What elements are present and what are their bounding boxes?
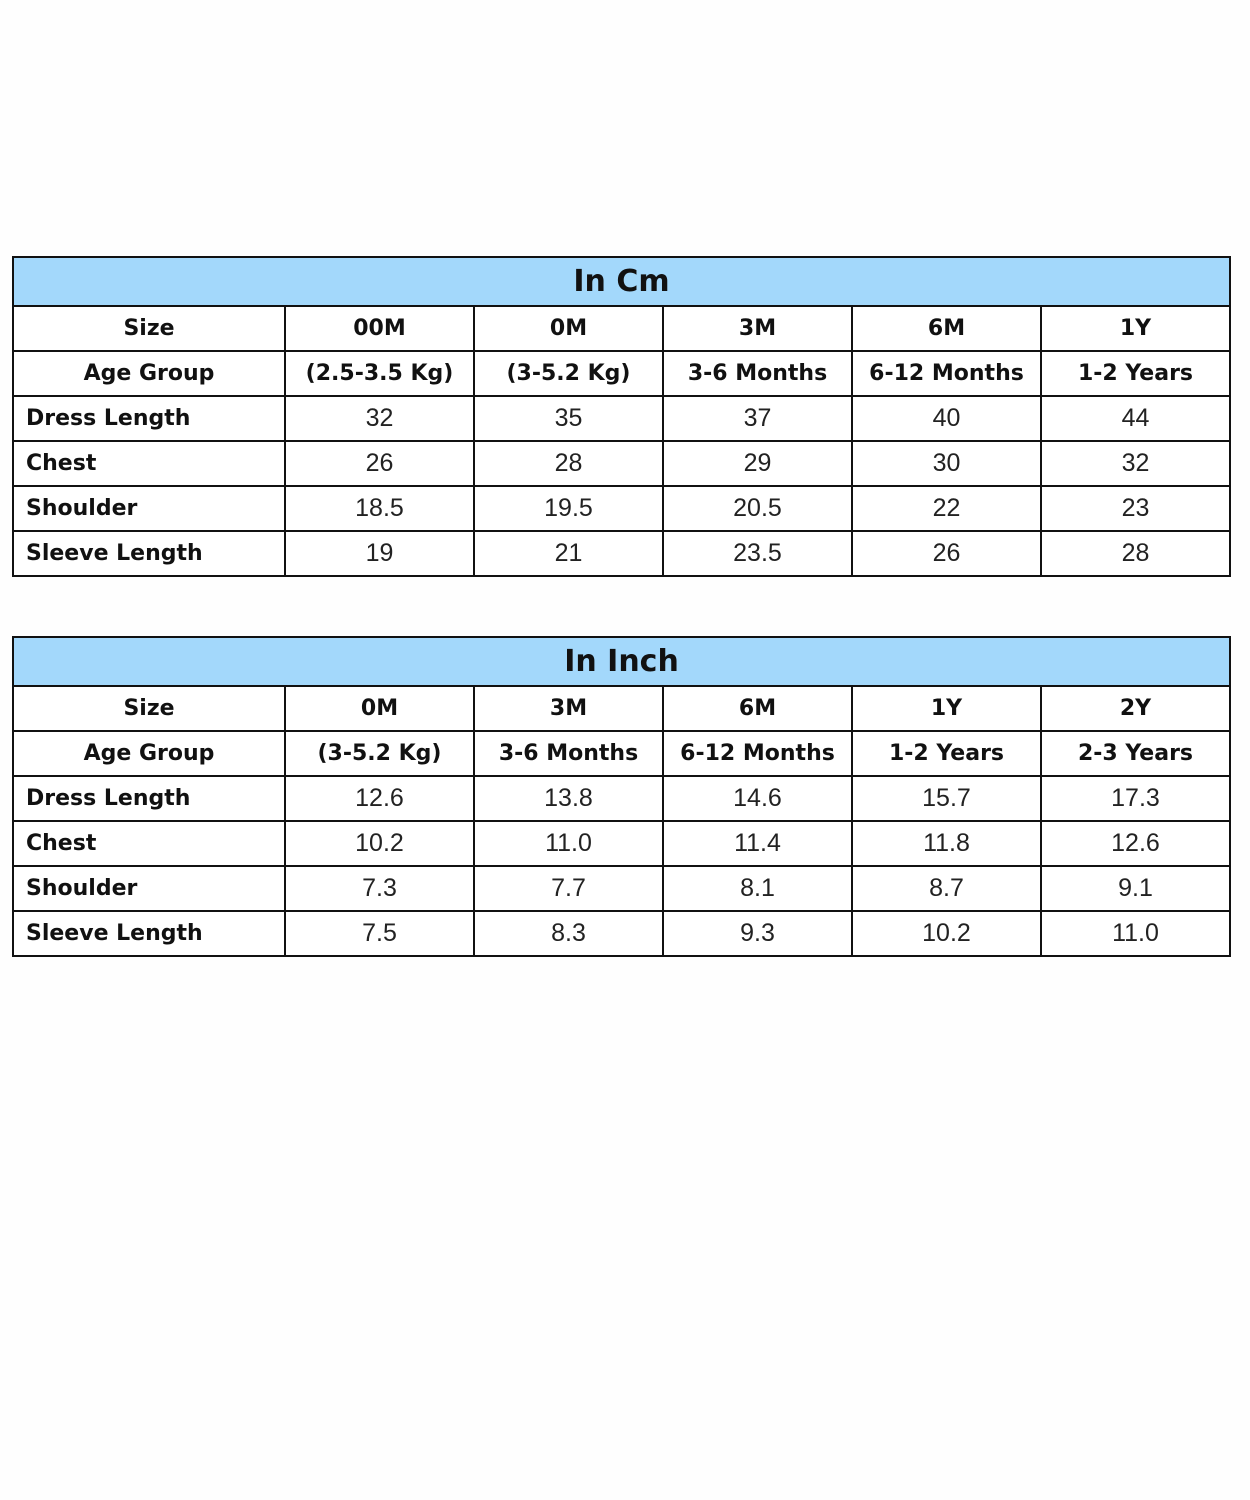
table-row: Dress Length 32 35 37 40 44 (12, 395, 1231, 442)
table-row: Shoulder 7.3 7.7 8.1 8.7 9.1 (12, 865, 1231, 912)
measurement-value: 28 (1040, 530, 1231, 577)
size-label: Size (12, 685, 286, 732)
age-group-label: Age Group (12, 730, 286, 777)
measurement-value: 9.1 (1040, 865, 1231, 912)
measurement-label: Shoulder (12, 485, 286, 532)
table-title: In Cm (12, 256, 1231, 307)
measurement-value: 40 (851, 395, 1042, 442)
size-row: Size 00M 0M 3M 6M 1Y (12, 305, 1231, 352)
size-header: 1Y (851, 685, 1042, 732)
measurement-value: 14.6 (662, 775, 853, 822)
measurement-value: 10.2 (284, 820, 475, 867)
measurement-value: 8.1 (662, 865, 853, 912)
measurement-value: 23 (1040, 485, 1231, 532)
measurement-label: Chest (12, 820, 286, 867)
measurement-value: 32 (284, 395, 475, 442)
measurement-value: 11.8 (851, 820, 1042, 867)
measurement-value: 21 (473, 530, 664, 577)
measurement-value: 28 (473, 440, 664, 487)
age-group-row: Age Group (2.5-3.5 Kg) (3-5.2 Kg) 3-6 Month… (12, 350, 1231, 397)
measurement-value: 13.8 (473, 775, 664, 822)
age-group-cell: 6-12 Months (851, 350, 1042, 397)
table-row: Sleeve Length 7.5 8.3 9.3 10.2 11.0 (12, 910, 1231, 957)
table-row: Dress Length 12.6 13.8 14.6 15.7 17.3 (12, 775, 1231, 822)
size-label: Size (12, 305, 286, 352)
measurement-label: Dress Length (12, 395, 286, 442)
measurement-value: 11.0 (473, 820, 664, 867)
size-row: Size 0M 3M 6M 1Y 2Y (12, 685, 1231, 732)
measurement-label: Shoulder (12, 865, 286, 912)
table-row: Chest 10.2 11.0 11.4 11.8 12.6 (12, 820, 1231, 867)
size-table-cm: In Cm Size 00M 0M 3M 6M 1Y Age Group (2.5-3.5 Kg… (12, 256, 1231, 577)
size-header: 3M (473, 685, 664, 732)
measurement-value: 11.4 (662, 820, 853, 867)
size-header: 00M (284, 305, 475, 352)
measurement-value: 30 (851, 440, 1042, 487)
measurement-value: 37 (662, 395, 853, 442)
measurement-value: 12.6 (1040, 820, 1231, 867)
table-row: Chest 26 28 29 30 32 (12, 440, 1231, 487)
measurement-value: 15.7 (851, 775, 1042, 822)
age-group-cell: (2.5-3.5 Kg) (284, 350, 475, 397)
size-header: 6M (662, 685, 853, 732)
measurement-value: 17.3 (1040, 775, 1231, 822)
measurement-value: 7.3 (284, 865, 475, 912)
measurement-value: 26 (284, 440, 475, 487)
measurement-label: Chest (12, 440, 286, 487)
measurement-value: 8.3 (473, 910, 664, 957)
measurement-value: 22 (851, 485, 1042, 532)
measurement-value: 8.7 (851, 865, 1042, 912)
size-header: 6M (851, 305, 1042, 352)
age-group-cell: 2-3 Years (1040, 730, 1231, 777)
measurement-value: 7.7 (473, 865, 664, 912)
age-group-cell: (3-5.2 Kg) (473, 350, 664, 397)
measurement-value: 19.5 (473, 485, 664, 532)
age-group-row: Age Group (3-5.2 Kg) 3-6 Months 6-12 Months… (12, 730, 1231, 777)
measurement-value: 44 (1040, 395, 1231, 442)
measurement-value: 29 (662, 440, 853, 487)
measurement-value: 7.5 (284, 910, 475, 957)
measurement-label: Sleeve Length (12, 910, 286, 957)
age-group-cell: 3-6 Months (473, 730, 664, 777)
measurement-label: Dress Length (12, 775, 286, 822)
measurement-value: 26 (851, 530, 1042, 577)
measurement-value: 23.5 (662, 530, 853, 577)
age-group-cell: 3-6 Months (662, 350, 853, 397)
measurement-value: 35 (473, 395, 664, 442)
age-group-cell: 6-12 Months (662, 730, 853, 777)
measurement-value: 12.6 (284, 775, 475, 822)
size-header: 1Y (1040, 305, 1231, 352)
measurement-value: 11.0 (1040, 910, 1231, 957)
size-header: 2Y (1040, 685, 1231, 732)
measurement-label: Sleeve Length (12, 530, 286, 577)
measurement-value: 32 (1040, 440, 1231, 487)
measurement-value: 19 (284, 530, 475, 577)
measurement-value: 18.5 (284, 485, 475, 532)
size-header: 0M (473, 305, 664, 352)
table-row: Sleeve Length 19 21 23.5 26 28 (12, 530, 1231, 577)
age-group-cell: 1-2 Years (851, 730, 1042, 777)
measurement-value: 10.2 (851, 910, 1042, 957)
table-row: Shoulder 18.5 19.5 20.5 22 23 (12, 485, 1231, 532)
age-group-cell: (3-5.2 Kg) (284, 730, 475, 777)
measurement-value: 9.3 (662, 910, 853, 957)
size-header: 3M (662, 305, 853, 352)
age-group-label: Age Group (12, 350, 286, 397)
size-table-inch: In Inch Size 0M 3M 6M 1Y 2Y Age Group (3-5.2 Kg)… (12, 636, 1231, 957)
size-header: 0M (284, 685, 475, 732)
measurement-value: 20.5 (662, 485, 853, 532)
age-group-cell: 1-2 Years (1040, 350, 1231, 397)
table-title: In Inch (12, 636, 1231, 687)
